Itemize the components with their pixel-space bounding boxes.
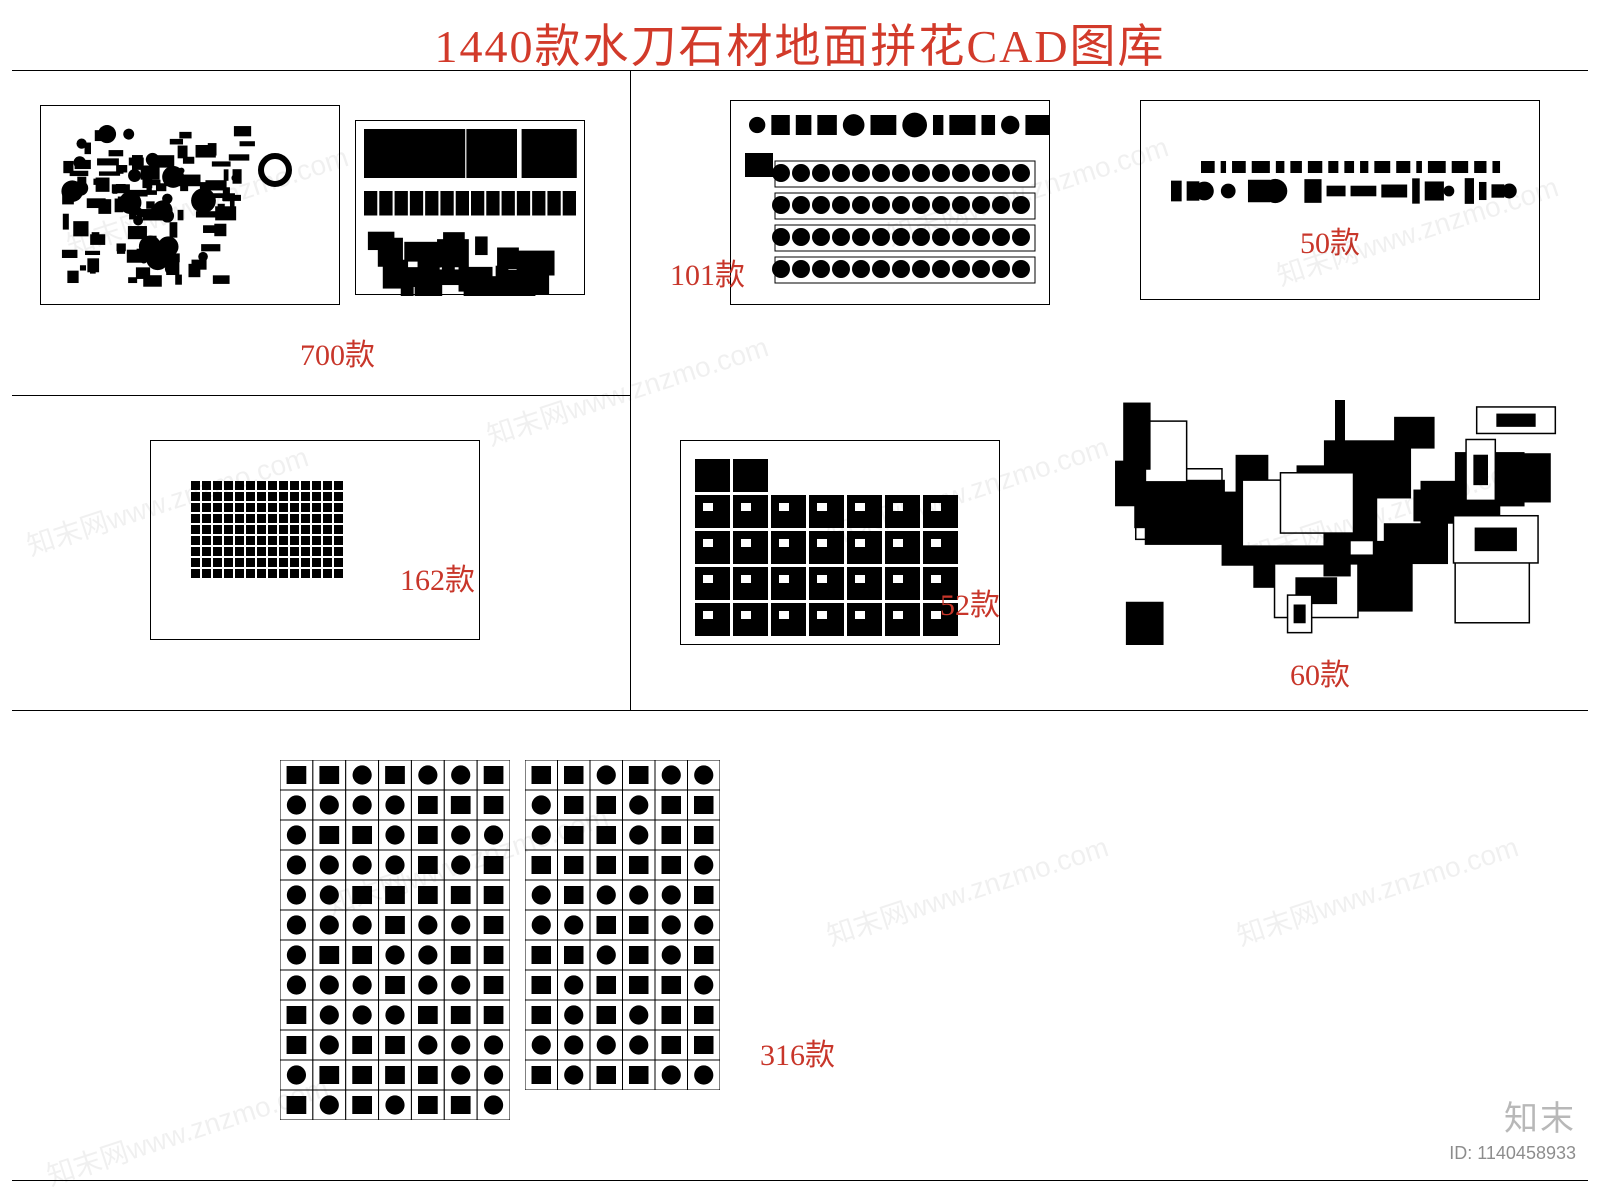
thumbnail-c316 (525, 760, 720, 1090)
divider-vertical-top (630, 70, 631, 710)
divider-mid (12, 710, 1588, 711)
page-title: 1440款水刀石材地面拼花CAD图库 (0, 10, 1600, 76)
divider-left-mid (12, 395, 630, 396)
credit-id: ID: 1140458933 (1449, 1143, 1576, 1164)
thumbnail-c700 (40, 105, 340, 305)
divider-bottom (12, 1180, 1588, 1181)
label-c162: 162款 (400, 555, 475, 599)
thumbnail-c50 (1140, 100, 1540, 300)
thumbnail-c700 (355, 120, 585, 295)
label-c700: 700款 (300, 330, 375, 374)
credit-logo: 知末 (1504, 1091, 1576, 1140)
thumbnail-c101 (730, 100, 1050, 305)
thumbnail-c162 (150, 440, 480, 640)
thumbnail-c60 (1110, 400, 1560, 645)
label-c101: 101款 (670, 250, 745, 294)
label-c316: 316款 (760, 1030, 835, 1074)
thumbnail-c316 (280, 760, 510, 1120)
label-c52: 52款 (940, 580, 1000, 624)
label-c60: 60款 (1290, 650, 1350, 694)
label-c50: 50款 (1300, 218, 1360, 262)
